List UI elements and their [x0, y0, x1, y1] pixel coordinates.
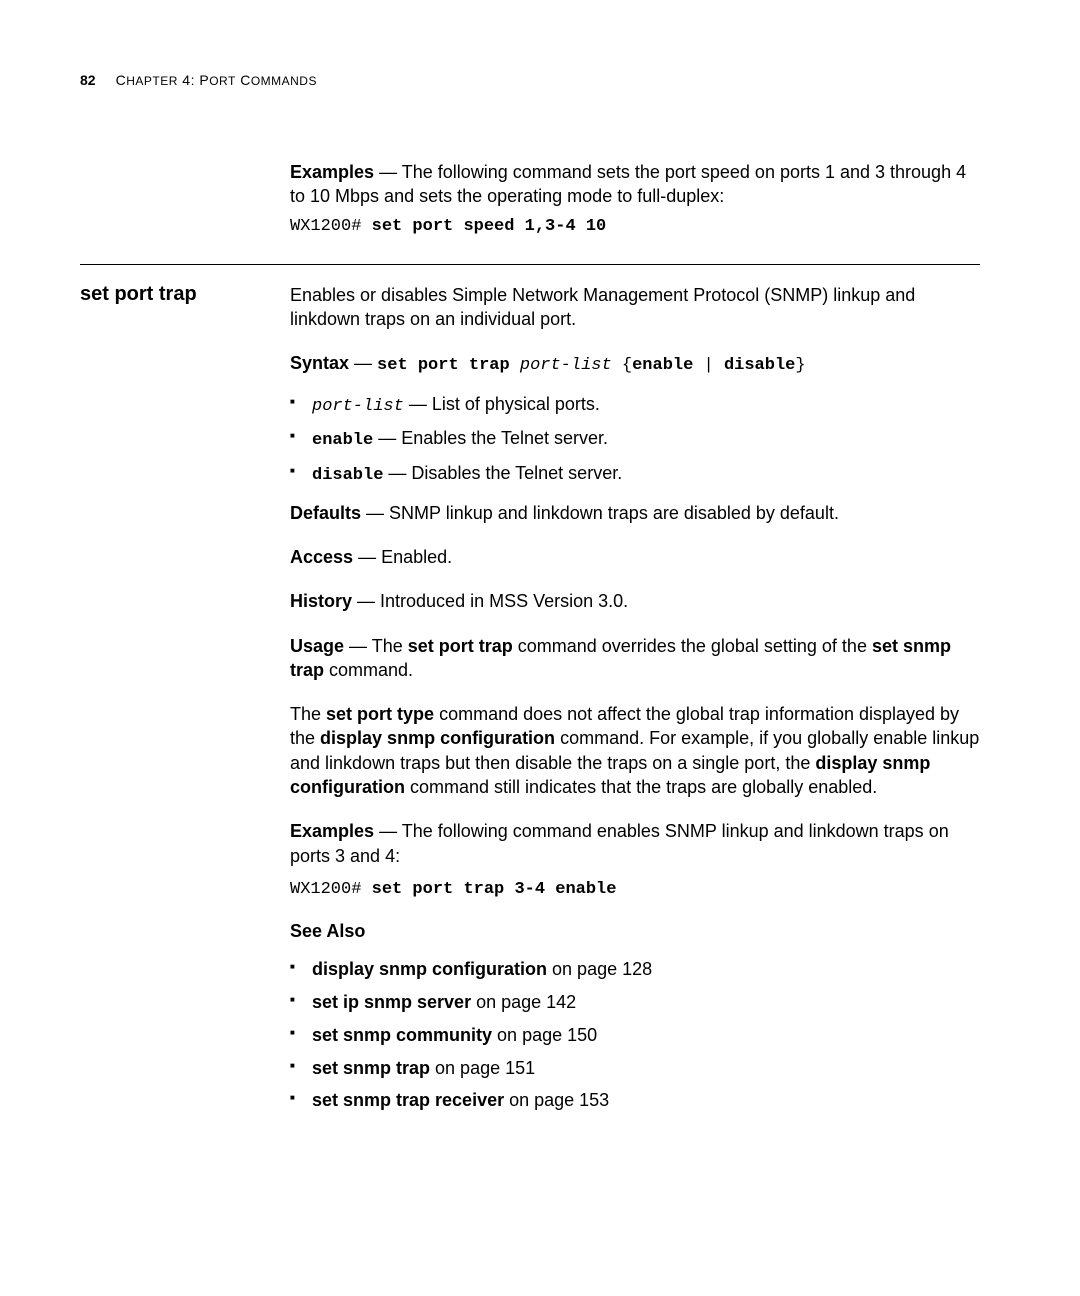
section-divider: [80, 264, 980, 265]
syntax-arg: port-list: [520, 356, 612, 375]
history-label: History: [290, 591, 352, 611]
access-label: Access: [290, 547, 353, 567]
see-also-list: display snmp configuration on page 128 s…: [290, 955, 980, 1115]
bullet-enable: enable — Enables the Telnet server.: [290, 424, 980, 454]
see-also-item: set snmp trap on page 151: [290, 1054, 980, 1083]
section-desc: Enables or disables Simple Network Manag…: [290, 283, 980, 332]
usage-line: Usage — The set port trap command overri…: [290, 634, 980, 683]
usage-label: Usage: [290, 636, 344, 656]
syntax-bullets: port-list — List of physical ports. enab…: [290, 390, 980, 489]
code-prompt: WX1200#: [290, 217, 372, 236]
defaults-line: Defaults — SNMP linkup and linkdown trap…: [290, 501, 980, 525]
examples-text: — The following command sets the port sp…: [290, 162, 966, 206]
intro-code: WX1200# set port speed 1,3-4 10: [290, 217, 980, 236]
see-also-item: set snmp trap receiver on page 153: [290, 1086, 980, 1115]
see-also-item: set ip snmp server on page 142: [290, 988, 980, 1017]
bullet-disable: disable — Disables the Telnet server.: [290, 459, 980, 489]
code2-command: set port trap 3-4 enable: [372, 880, 617, 899]
section-body: Enables or disables Simple Network Manag…: [290, 283, 980, 1128]
syntax-label: Syntax: [290, 353, 349, 373]
page-number: 82: [80, 72, 96, 88]
history-line: History — Introduced in MSS Version 3.0.: [290, 589, 980, 613]
see-also-item: display snmp configuration on page 128: [290, 955, 980, 984]
code2-prompt: WX1200#: [290, 880, 372, 899]
access-line: Access — Enabled.: [290, 545, 980, 569]
bullet-port-list: port-list — List of physical ports.: [290, 390, 980, 420]
syntax-cmd: set port trap: [377, 356, 520, 375]
examples2-line: Examples — The following command enables…: [290, 819, 980, 868]
see-also-label: See Also: [290, 919, 980, 943]
intro-block: Examples — The following command sets th…: [290, 160, 980, 236]
see-also-item: set snmp community on page 150: [290, 1021, 980, 1050]
code-command: set port speed 1,3-4 10: [372, 217, 607, 236]
examples2-code: WX1200# set port trap 3-4 enable: [290, 880, 980, 899]
examples-label: Examples: [290, 162, 374, 182]
page-container: 82 CHAPTER 4: PORT COMMANDS Examples — T…: [0, 0, 1080, 1187]
section-set-port-trap: set port trap Enables or disables Simple…: [80, 283, 980, 1128]
intro-examples: Examples — The following command sets th…: [290, 160, 980, 209]
chapter-label: CHAPTER 4: PORT COMMANDS: [116, 72, 317, 88]
page-header: 82 CHAPTER 4: PORT COMMANDS: [80, 72, 980, 88]
section-title: set port trap: [80, 283, 290, 306]
syntax-line: Syntax — set port trap port-list {enable…: [290, 351, 980, 378]
defaults-label: Defaults: [290, 503, 361, 523]
examples2-label: Examples: [290, 821, 374, 841]
para-set-port-type: The set port type command does not affec…: [290, 702, 980, 799]
